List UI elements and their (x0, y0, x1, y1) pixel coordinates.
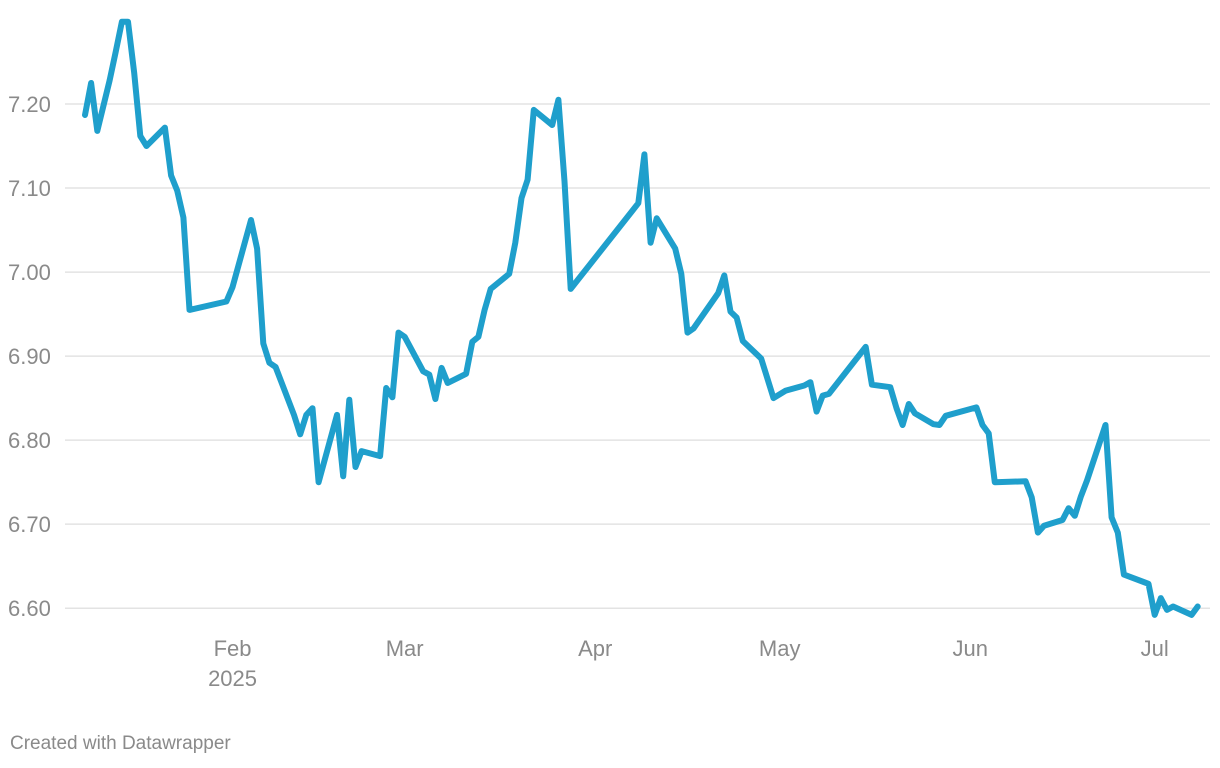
y-tick-label: 6.80 (8, 428, 51, 453)
x-tick-sublabel: 2025 (208, 666, 257, 691)
y-tick-label: 6.70 (8, 512, 51, 537)
x-tick-label: Jun (953, 636, 988, 661)
x-tick-label: May (759, 636, 801, 661)
series-line (82, 18, 1201, 618)
y-tick-label: 6.90 (8, 344, 51, 369)
x-tick-label: Apr (578, 636, 612, 661)
x-axis-tick-labels: Feb 2025 Mar Apr May Jun Jul (208, 636, 1169, 691)
y-tick-label: 7.00 (8, 260, 51, 285)
series-lines (82, 18, 1201, 618)
y-tick-label: 7.20 (8, 92, 51, 117)
y-axis-tick-labels: 7.20 7.10 7.00 6.90 6.80 6.70 6.60 (8, 92, 51, 621)
x-tick-label: Jul (1141, 636, 1169, 661)
y-tick-label: 7.10 (8, 176, 51, 201)
footer-credit: Created with Datawrapper (10, 733, 231, 754)
y-tick-label: 6.60 (8, 596, 51, 621)
x-tick-label: Feb (214, 636, 252, 661)
x-tick-label: Mar (386, 636, 424, 661)
